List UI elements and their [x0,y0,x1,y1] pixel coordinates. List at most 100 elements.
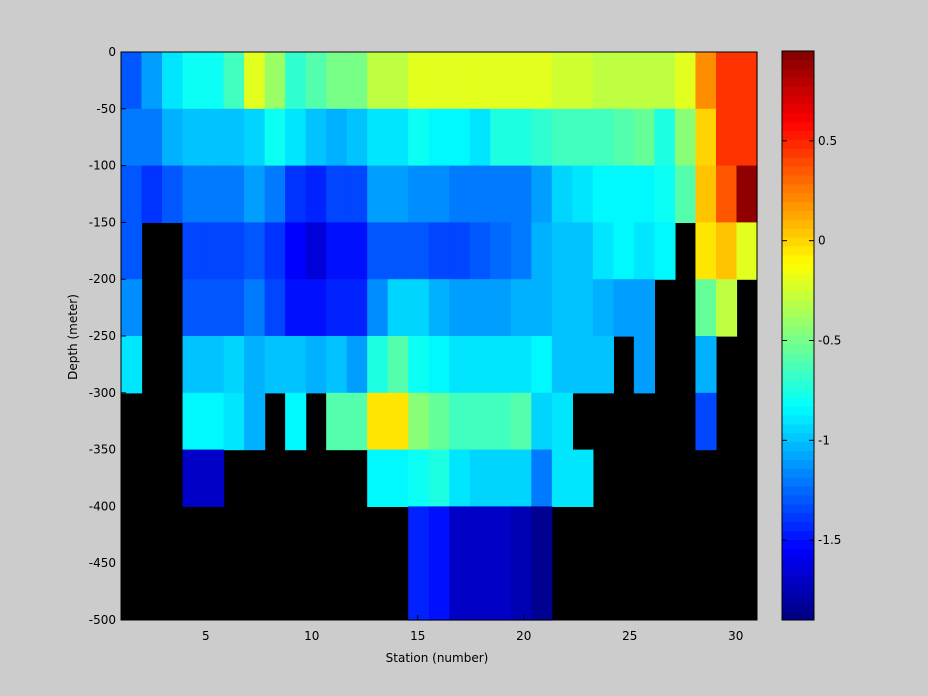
x-tick-label: 10 [304,629,319,643]
heatmap-cell [510,449,532,507]
colorbar-frame [781,50,815,621]
heatmap-cell [285,52,307,110]
heatmap-cell [531,563,553,621]
heatmap-cell [449,563,471,621]
heatmap-cell [285,108,307,167]
heatmap-cell [428,279,450,337]
colorbar-band [782,291,814,301]
colorbar-band [782,202,814,212]
colorbar-band [782,246,814,256]
heatmap-cell [285,222,307,280]
heatmap-cell [490,222,512,280]
heatmap-cell [572,449,594,507]
colorbar-band [782,157,814,167]
heatmap-cell [182,52,204,110]
heatmap-cell [469,563,491,621]
heatmap-cell [367,336,389,394]
heatmap-cell [346,336,368,394]
heatmap-cell [469,449,491,507]
heatmap-cell [203,449,225,507]
y-tick-label: -50 [96,102,116,116]
x-tick-label: 15 [410,629,425,643]
heatmap-cell [326,279,348,337]
heatmap-cell [510,222,532,280]
heatmap-cell [613,52,635,110]
heatmap-cell [264,108,286,167]
colorbar-tick-label: -1 [818,433,830,447]
heatmap-cell [162,165,184,223]
heatmap-cell [551,222,573,280]
colorbar-band [782,557,814,568]
heatmap-cell [510,52,532,110]
heatmap-cell [182,222,204,280]
heatmap-cell [674,52,697,110]
heatmap-cell [469,165,491,223]
heatmap-cell [592,165,614,223]
heatmap-cell [264,336,286,394]
colorbar-band [782,566,814,576]
heatmap-cell [285,392,307,451]
colorbar-tick-label: 0 [818,234,826,248]
heatmap-cell [121,336,143,394]
heatmap-cell [695,336,717,394]
heatmap-cell [695,392,717,451]
heatmap-cell [633,336,656,394]
heatmap-cell [244,392,266,451]
colorbar-band [782,531,814,541]
heatmap-cell [367,449,389,507]
heatmap-cell [449,222,471,280]
colorbar-band [782,477,814,488]
y-tick-label: -200 [89,272,116,286]
heatmap-cell [346,392,368,451]
heatmap-cell [531,279,553,337]
x-tick-label: 5 [202,629,210,643]
heatmap-cell [531,506,553,564]
colorbar-band [782,175,814,185]
heatmap-cell [572,279,594,337]
heatmap-cell [223,279,245,337]
colorbar-band [782,264,814,274]
heatmap-cell [244,165,266,223]
heatmap-cell [367,52,389,110]
y-tick-label: -450 [89,556,116,570]
heatmap-cell [674,165,697,223]
heatmap-cell [695,108,717,167]
colorbar-band [782,602,814,612]
heatmap-cell [408,506,430,564]
colorbar-gradient [782,51,814,621]
heatmap-cell [572,165,594,223]
heatmap-cell [551,392,573,451]
heatmap-cell [551,279,573,337]
colorbar-band [782,273,814,283]
colorbar-band [782,415,814,425]
heatmap-cell [428,563,450,621]
heatmap-cell [182,165,204,223]
colorbar-band [782,193,814,203]
colorbar-band [782,575,814,585]
colorbar-band [782,113,814,123]
colorbar-band [782,459,814,470]
heatmap-cell [674,108,697,167]
colorbar-band [782,522,814,532]
heatmap-cell [428,52,450,110]
heatmap-cell [367,392,389,451]
colorbar-band [782,68,814,79]
heatmap-cell [531,336,553,394]
heatmap-cell [490,108,512,167]
heatmap-cell [428,506,450,564]
colorbar-band [782,317,814,328]
heatmap-cell [572,222,594,280]
heatmap-cell [223,392,245,451]
heatmap-cell [428,392,450,451]
colorbar-band [782,299,814,310]
heatmap-cell [285,279,307,337]
colorbar-band [782,255,814,265]
plot-area [120,51,758,621]
heatmap-cell [633,52,656,110]
heatmap-cell [592,108,614,167]
heatmap-cell [223,165,245,223]
heatmap-cell [326,108,348,167]
heatmap-cell [490,563,512,621]
heatmap-cell [182,108,204,167]
